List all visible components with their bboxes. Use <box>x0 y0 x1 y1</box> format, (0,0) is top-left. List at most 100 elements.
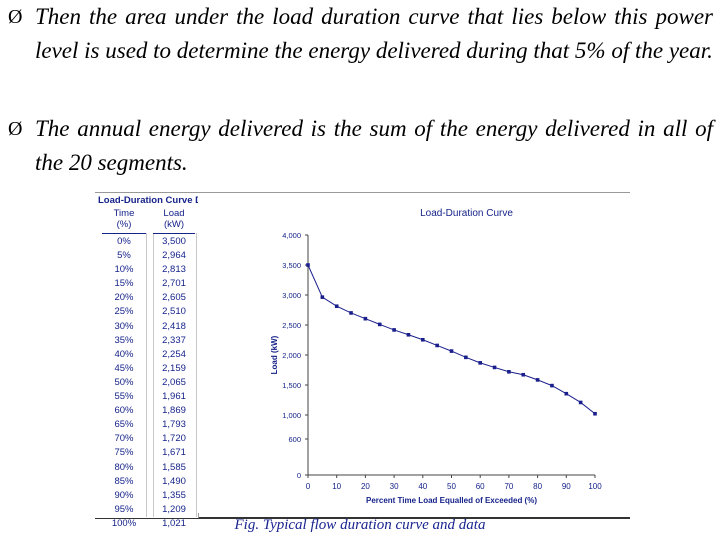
x-axis-label: Percent Time Load Equalled of Exceeded (… <box>366 496 537 505</box>
table-title: Load-Duration Curve Data <box>98 195 216 206</box>
data-point <box>564 391 569 396</box>
figure: Load-Duration Curve Data Time (%) Load (… <box>95 192 630 529</box>
table-cell-load: 2,964 <box>162 250 186 262</box>
table-cell-load: 1,021 <box>162 517 186 529</box>
bullet-arrow-icon: Ø <box>8 118 23 140</box>
table-cell-time: 50% <box>114 376 134 388</box>
data-point <box>435 343 439 348</box>
x-tick-label: 60 <box>476 482 485 491</box>
table-cell-time: 45% <box>114 362 134 374</box>
table-cell-time: 30% <box>114 320 134 332</box>
table-cell-load: 1,869 <box>162 405 186 417</box>
x-tick-label: 10 <box>332 482 341 491</box>
y-tick-label: 2,500 <box>282 321 301 330</box>
table-cell-time: 85% <box>114 475 134 487</box>
y-axis-label: Load (kW) <box>270 335 279 374</box>
table-cell-load: 1,961 <box>162 391 186 403</box>
data-point <box>550 383 554 388</box>
bullet-text: Then the area under the load duration cu… <box>35 4 713 63</box>
data-point <box>593 411 597 416</box>
table-cell-load: 2,337 <box>162 334 186 346</box>
data-point <box>478 361 482 365</box>
x-tick-label: 50 <box>447 482 456 491</box>
figure-caption: Fig. Typical flow duration curve and dat… <box>234 517 486 533</box>
header-rule <box>102 233 146 234</box>
data-point <box>492 365 497 370</box>
time-column-box <box>102 233 147 517</box>
table-cell-time: 40% <box>114 348 134 360</box>
load-header-label: Load <box>163 208 185 219</box>
data-point <box>406 332 411 337</box>
load-column-box <box>153 233 197 517</box>
data-point <box>464 355 468 360</box>
y-tick-label: 3,000 <box>282 291 301 300</box>
y-tick-label: 0 <box>297 471 301 480</box>
table-cell-load: 2,065 <box>162 376 186 388</box>
data-point <box>320 295 325 299</box>
table-cell-time: 65% <box>114 419 134 431</box>
table-cell-time: 0% <box>117 236 131 247</box>
series-line <box>307 264 596 415</box>
table-cell-load: 1,793 <box>162 419 186 431</box>
x-tick-label: 90 <box>562 482 571 491</box>
x-tick-label: 0 <box>306 482 311 491</box>
table-cell-time: 25% <box>114 306 134 318</box>
data-point <box>449 349 454 353</box>
y-tick-label: 4,000 <box>282 231 301 240</box>
table-cell-time: 75% <box>114 447 134 459</box>
time-header-label: Time <box>113 208 135 219</box>
table-cell-load: 2,159 <box>162 362 186 374</box>
x-tick-label: 80 <box>533 482 542 491</box>
bullet-text: The annual energy delivered is the sum o… <box>35 116 713 175</box>
load-header-unit: (kW) <box>163 219 185 230</box>
table-cell-time: 100% <box>111 517 137 529</box>
data-point <box>349 311 353 315</box>
y-tick-label: 3,500 <box>282 261 301 270</box>
table-cell-time: 90% <box>114 489 134 501</box>
table-cell-load: 1,490 <box>162 475 186 487</box>
table-cell-load: 1,585 <box>162 461 186 473</box>
table-cell-load: 1,209 <box>162 503 186 515</box>
time-column-header: Time (%) <box>102 208 146 230</box>
table-cell-load: 1,355 <box>162 489 186 501</box>
time-values: 0% 5% 10% 15% 20% 25% 30% 35% 40% 45% 50% 55% 60% 65%… <box>102 235 146 531</box>
table-cell-time: 5% <box>117 250 131 262</box>
table-cell-load: 2,510 <box>162 306 186 318</box>
data-point <box>363 316 368 321</box>
x-tick-label: 20 <box>361 482 370 491</box>
table-cell-load: 1,720 <box>162 433 186 445</box>
data-point <box>377 322 382 327</box>
table-cell-load: 2,605 <box>162 292 186 304</box>
table-cell-time: 35% <box>114 334 134 346</box>
data-point <box>507 370 511 374</box>
y-tick-label: 600 <box>288 435 301 444</box>
table-cell-time: 15% <box>114 278 134 290</box>
load-duration-table: Load-Duration Curve Data Time (%) Load (… <box>95 192 216 529</box>
x-tick-label: 30 <box>390 482 399 491</box>
data-point <box>521 372 526 377</box>
y-tick-label: 1,500 <box>282 381 301 390</box>
y-tick-label: 2,000 <box>282 351 301 360</box>
header-rule <box>153 233 195 234</box>
table-cell-time: 20% <box>114 292 134 304</box>
table-cell-load: 1,671 <box>162 447 186 459</box>
table-cell-load: 2,254 <box>162 348 186 360</box>
data-point <box>535 378 540 382</box>
table-cell-time: 95% <box>114 503 134 515</box>
table-cell-time: 10% <box>114 264 134 276</box>
data-point <box>578 400 583 405</box>
load-duration-chart: Load-Duration Curve06001,0001,5002,0002,… <box>198 192 630 513</box>
data-point <box>421 337 425 342</box>
data-point <box>392 328 396 332</box>
chart-title: Load-Duration Curve <box>420 208 513 219</box>
table-cell-load: 3,500 <box>162 236 186 247</box>
time-header-unit: (%) <box>116 219 132 230</box>
table-cell-time: 70% <box>114 433 134 445</box>
table-cell-time: 55% <box>114 391 134 403</box>
table-cell-load: 2,813 <box>162 264 186 276</box>
x-tick-label: 40 <box>418 482 427 491</box>
table-cell-time: 60% <box>114 405 134 417</box>
load-values: 3,500 2,964 2,813 2,701 2,605 2,510 2,418 2,337… <box>153 235 195 531</box>
x-tick-label: 100 <box>588 482 602 491</box>
data-point <box>334 304 339 309</box>
